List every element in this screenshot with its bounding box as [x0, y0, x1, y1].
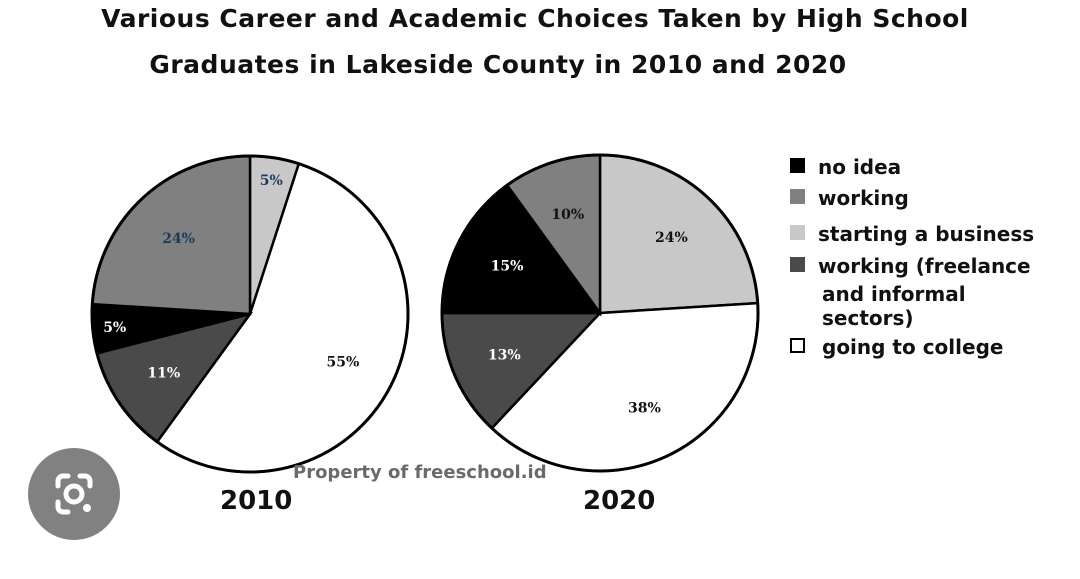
- year-label-2020: 2020: [583, 486, 656, 516]
- legend-swatch-no-idea: [790, 158, 805, 173]
- legend-swatch-freelance: [790, 257, 805, 272]
- pie-2020-outline: [440, 153, 760, 473]
- pie-2010-outline: [90, 154, 410, 474]
- google-lens-button[interactable]: [28, 448, 120, 540]
- pie-2020-label-0: 24%: [655, 230, 688, 246]
- watermark: Property of freeschool.id: [293, 462, 547, 483]
- legend-label: no idea: [818, 155, 902, 179]
- pie-2010-label-4: 24%: [162, 231, 195, 247]
- pie-2020-label-1: 38%: [628, 400, 661, 416]
- legend-label: going to college: [822, 335, 1004, 359]
- legend-label: starting a business: [818, 222, 1035, 246]
- legend-swatch-working: [790, 189, 805, 204]
- google-lens-icon: [55, 473, 93, 515]
- pie-2010-label-2: 11%: [147, 366, 180, 382]
- pie-2020-label-4: 10%: [551, 207, 584, 223]
- pie-2020-label-3: 15%: [491, 259, 524, 275]
- legend-label: working (freelance: [818, 254, 1031, 278]
- pie-2010-label-0: 5%: [260, 173, 283, 189]
- legend-label: and informal: [822, 282, 966, 306]
- legend-swatch-college: [790, 338, 805, 353]
- legend-label: working: [818, 186, 909, 210]
- legend-swatch-starting-business: [790, 225, 805, 240]
- pie-2010-label-1: 55%: [327, 354, 360, 370]
- year-label-2010: 2010: [220, 486, 293, 516]
- pie-2010-label-3: 5%: [103, 320, 126, 336]
- chart-title-line2: Graduates in Lakeside County in 2010 and…: [149, 50, 847, 79]
- legend-label: sectors): [822, 306, 914, 330]
- chart-title-line1: Various Career and Academic Choices Take…: [101, 4, 969, 33]
- pie-2020-label-2: 13%: [488, 347, 521, 363]
